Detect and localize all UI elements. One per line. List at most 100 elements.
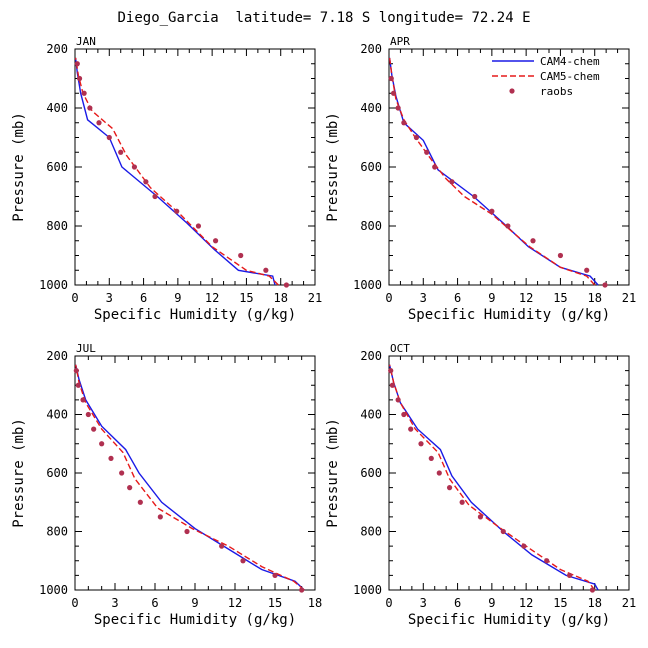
raobs-point	[263, 267, 269, 273]
raobs-point	[118, 149, 124, 155]
cam5-chem-line	[388, 57, 596, 286]
y-tick-label: 800	[46, 525, 68, 539]
x-tick-label: 21	[622, 291, 636, 305]
x-tick-label: 3	[420, 291, 427, 305]
y-tick-label: 400	[360, 101, 382, 115]
raobs-point	[174, 208, 180, 214]
cam5-chem-line	[74, 57, 279, 286]
raobs-point	[143, 179, 149, 185]
x-tick-label: 3	[106, 291, 113, 305]
raobs-point	[127, 485, 133, 491]
raobs-point	[505, 223, 511, 229]
plot-frame-apr	[388, 48, 630, 286]
raobs-point	[81, 90, 87, 96]
raobs-point	[388, 368, 394, 374]
raobs-point	[459, 499, 465, 505]
raobs-point	[566, 572, 573, 578]
x-axis-label: Specific Humidity (g/kg)	[408, 307, 610, 323]
y-tick-label: 400	[46, 101, 68, 115]
x-tick-label: 12	[519, 291, 533, 305]
raobs-point	[584, 267, 590, 273]
x-axis-label: Specific Humidity (g/kg)	[408, 612, 610, 628]
raobs-point	[589, 587, 596, 593]
raobs-point	[119, 470, 125, 476]
legend: CAM4-chem CAM5-chem raobs	[492, 55, 600, 98]
raobs-point	[544, 558, 550, 564]
y-axis-label: Pressure (mb)	[11, 112, 27, 222]
raobs-point	[489, 208, 495, 214]
raobs-point	[238, 252, 244, 259]
x-tick-label: 12	[519, 596, 533, 610]
y-tick-label: 200	[360, 42, 382, 56]
raobs-point	[446, 485, 453, 491]
panel-label-jan: JAN	[76, 35, 96, 48]
x-tick-label: 3	[420, 596, 427, 610]
x-tick-label: 18	[273, 291, 287, 305]
x-tick-label: 18	[587, 596, 601, 610]
raobs-point	[219, 543, 225, 549]
raobs-point	[195, 223, 202, 229]
x-axis-label: Specific Humidity (g/kg)	[94, 612, 296, 628]
x-tick-label: 6	[454, 291, 461, 305]
panel-label-jul: JUL	[76, 342, 96, 355]
y-axis-label: Pressure (mb)	[325, 112, 341, 222]
raobs-point	[389, 382, 396, 388]
raobs-point	[428, 455, 434, 461]
raobs-point	[436, 470, 442, 476]
x-tick-label: 21	[622, 596, 636, 610]
x-tick-label: 6	[140, 291, 147, 305]
raobs-point	[137, 499, 143, 505]
raobs-point	[240, 558, 246, 564]
y-tick-label: 1000	[39, 278, 68, 292]
raobs-point	[390, 90, 397, 96]
y-tick-label: 800	[360, 525, 382, 539]
y-tick-label: 600	[46, 160, 68, 174]
raobs-point	[388, 75, 394, 82]
x-tick-label: 9	[191, 596, 198, 610]
raobs-point	[96, 120, 102, 126]
x-tick-label: 12	[205, 291, 219, 305]
legend-swatch-raobs	[509, 88, 515, 94]
raobs-point	[395, 397, 401, 403]
x-tick-label: 18	[308, 596, 322, 610]
raobs-point	[108, 455, 114, 461]
x-tick-label: 15	[268, 596, 282, 610]
x-tick-label: 9	[488, 291, 495, 305]
y-tick-label: 1000	[353, 278, 382, 292]
x-tick-label: 3	[111, 596, 118, 610]
x-tick-label: 0	[385, 291, 392, 305]
raobs-point	[477, 514, 484, 520]
y-tick-label: 400	[46, 408, 68, 422]
y-axis-label: Pressure (mb)	[325, 418, 341, 528]
raobs-point	[602, 282, 608, 288]
raobs-point	[152, 193, 158, 200]
raobs-point	[424, 149, 430, 155]
legend-label-cam4-chem: CAM4-chem	[540, 55, 600, 68]
raobs-point	[74, 61, 80, 67]
y-tick-label: 400	[360, 408, 382, 422]
panel-apr: 0 3 6 9 12 15 18 21 200 400 600 800 1000 APR Specific …	[325, 35, 636, 323]
raobs-point	[87, 105, 93, 111]
raobs-point	[76, 75, 83, 82]
cam4-chem-line	[75, 364, 305, 591]
panels-container: 0 3 6 9 12 15 18 21 200 400 600 800 1000 JAN Specific …	[11, 35, 636, 628]
x-axis-label: Specific Humidity (g/kg)	[94, 307, 296, 323]
raobs-point	[184, 528, 190, 535]
raobs-point	[401, 411, 407, 418]
raobs-point	[401, 120, 407, 126]
raobs-point	[395, 105, 401, 111]
raobs-point	[73, 368, 79, 374]
raobs-point	[557, 252, 564, 259]
raobs-point	[418, 441, 424, 447]
raobs-point	[85, 411, 91, 418]
y-tick-label: 1000	[353, 583, 382, 597]
raobs-point	[408, 426, 414, 432]
x-tick-label: 12	[228, 596, 242, 610]
cam4-chem-line	[388, 364, 599, 591]
plot-frame-jan	[74, 48, 316, 286]
cam4-chem-line	[74, 57, 276, 286]
y-tick-label: 1000	[39, 583, 68, 597]
legend-label-cam5-chem: CAM5-chem	[540, 70, 600, 83]
legend-label-raobs: raobs	[540, 85, 573, 98]
